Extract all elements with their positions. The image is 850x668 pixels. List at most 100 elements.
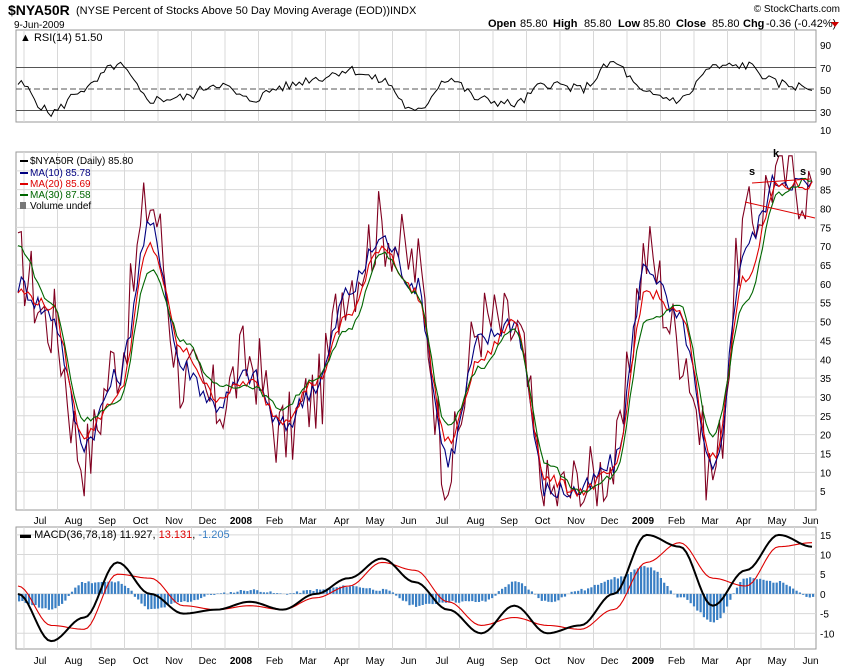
- macd-hist-bar: [368, 588, 371, 594]
- macd-hist-bar: [706, 593, 709, 620]
- macd-hist-bar: [256, 590, 259, 594]
- macd-hist-bar: [150, 593, 153, 609]
- macd-hist-bar: [421, 593, 424, 605]
- neckline: [744, 201, 816, 219]
- macd-hist-bar: [206, 593, 209, 595]
- down-arrow-icon: [831, 22, 839, 27]
- macd-hist-bar: [649, 567, 653, 594]
- macd-hist-bar: [626, 573, 629, 594]
- macd-hist-bar: [67, 593, 70, 596]
- macd-hist-bar: [683, 593, 686, 598]
- macd-hist-bar: [266, 592, 269, 594]
- macd-hist-bar: [18, 593, 21, 602]
- macd-hist-bar: [653, 570, 656, 594]
- right-shoulder-label: s: [800, 166, 806, 178]
- macd-hist-bar: [252, 589, 256, 594]
- macd-hist-bar: [375, 590, 378, 594]
- price-tick: 90: [820, 167, 832, 178]
- open-label: Open: [488, 18, 516, 30]
- macd-hist-bar: [550, 593, 553, 603]
- macd-hist-bar: [173, 593, 176, 603]
- price-tick: 70: [820, 242, 832, 253]
- price-tick: 50: [820, 318, 832, 329]
- price-tick: 85: [820, 186, 832, 197]
- macd-hist-bar: [57, 593, 60, 606]
- macd-hist-bar: [603, 581, 606, 594]
- price-tick: 10: [820, 468, 832, 479]
- x-tick-label: Aug: [467, 516, 485, 527]
- signal-value: 13.131: [159, 529, 193, 541]
- macd-hist-bar: [530, 591, 533, 594]
- macd-hist-bar: [200, 593, 203, 599]
- macd-hist-bar: [418, 593, 421, 606]
- rsi-label: ▲ RSI(14) 51.50: [20, 32, 102, 44]
- x-tick-label: Feb: [668, 516, 686, 527]
- x-tick-label: Jul: [436, 516, 449, 527]
- macd-hist-bar: [487, 593, 490, 600]
- macd-hist-bar: [348, 586, 351, 594]
- macd-hist-bar: [497, 591, 500, 594]
- macd-hist-bar: [213, 593, 216, 595]
- macd-hist-bar: [441, 593, 444, 603]
- x-tick-label: Dec: [199, 516, 217, 527]
- macd-hist-bar: [696, 593, 699, 611]
- macd-hist-bar: [272, 593, 275, 594]
- macd-hist-bar: [709, 593, 712, 622]
- macd-hist-bar: [193, 593, 196, 601]
- quote-bar: Open 85.80 High 85.80 Low 85.80 Close 85…: [488, 18, 839, 30]
- macd-hist-bar: [520, 583, 524, 594]
- macd-tick: 0: [820, 590, 826, 601]
- macd-hist-bar: [355, 586, 358, 594]
- macd-hist-bar: [643, 566, 646, 594]
- macd-hist-bar: [752, 578, 755, 594]
- macd-hist-bar: [153, 593, 156, 609]
- macd-hist-bar: [540, 593, 543, 601]
- macd-hist-bar: [616, 578, 619, 594]
- x-tick-label: Dec: [199, 656, 217, 667]
- macd-hist-bar: [560, 593, 563, 598]
- macd-hist-bar: [401, 593, 404, 601]
- x-tick-label: Aug: [467, 656, 485, 667]
- macd-hist-bar: [587, 588, 590, 594]
- price-tick: 5: [820, 487, 826, 498]
- macd-hist-bar: [557, 593, 560, 601]
- macd-hist-bar: [137, 593, 140, 600]
- x-tick-label: Mar: [701, 516, 719, 527]
- macd-hist-bar: [524, 586, 527, 594]
- macd-hist-bar: [127, 588, 130, 594]
- macd-hist-bar: [461, 593, 464, 602]
- macd-tick: 10: [820, 551, 832, 562]
- x-tick-label: Sep: [98, 656, 116, 667]
- macd-hist-bar: [534, 593, 537, 595]
- price-tick: 15: [820, 449, 832, 460]
- x-tick-label: Oct: [535, 656, 551, 667]
- macd-hist-bar: [143, 593, 146, 607]
- x-tick-label: Jul: [34, 656, 47, 667]
- macd-hist-bar: [319, 589, 322, 594]
- macd-hist-bar: [229, 592, 232, 594]
- macd-hist-bar: [183, 593, 186, 602]
- macd-hist-bar: [186, 593, 189, 603]
- macd-hist-bar: [289, 593, 292, 594]
- macd-hist-bar: [246, 591, 249, 594]
- price-tick: 65: [820, 261, 832, 272]
- macd-label-prefix: MACD(36,78,18): [34, 529, 117, 541]
- macd-hist-bar: [563, 593, 567, 597]
- macd-hist-bar: [160, 593, 163, 608]
- x-tick-label: Aug: [65, 656, 83, 667]
- macd-hist-bar: [378, 590, 381, 594]
- macd-hist-bar: [812, 593, 815, 597]
- price-legend: $NYA50R (Daily) 85.80 MA(10) 85.78 MA(20…: [20, 156, 134, 212]
- macd-hist-bar: [133, 593, 136, 597]
- macd-hist-bar: [464, 593, 467, 602]
- hist-value: -1.205: [198, 529, 229, 541]
- macd-hist-bar: [438, 593, 441, 603]
- exchange: INDX: [390, 5, 417, 17]
- macd-hist-bar: [676, 593, 679, 598]
- macd-hist-bar: [749, 577, 752, 594]
- x-tick-label: Nov: [165, 516, 183, 527]
- macd-hist-bar: [408, 593, 411, 606]
- macd-hist-bar: [292, 593, 295, 594]
- macd-hist-bar: [64, 593, 67, 601]
- macd-hist-bar: [269, 591, 272, 594]
